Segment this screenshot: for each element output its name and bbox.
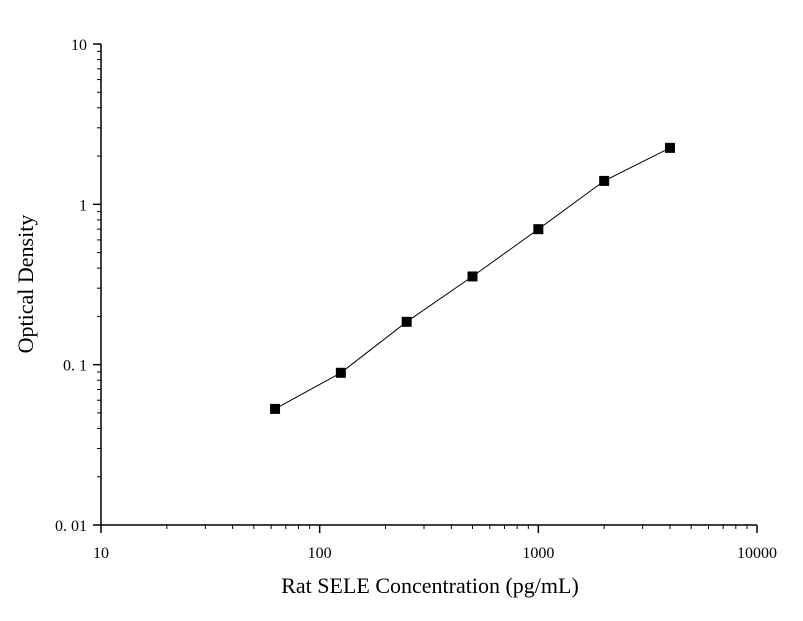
- y-tick-label: 0. 1: [63, 358, 87, 375]
- ticks: 10 100 1000 10000 0. 01 0. 1 1 10: [55, 37, 777, 562]
- data-point: [335, 367, 346, 378]
- axes: [100, 44, 757, 526]
- data-point: [533, 224, 544, 235]
- data-point: [401, 316, 412, 327]
- x-tick-label: 1000: [522, 545, 554, 562]
- data-point: [664, 142, 675, 153]
- data-point: [467, 271, 478, 282]
- data-point: [599, 175, 610, 186]
- x-axis-title: Rat SELE Concentration (pg/mL): [281, 573, 579, 598]
- y-tick-label: 10: [71, 37, 87, 54]
- y-tick-label: 1: [79, 197, 87, 214]
- y-tick-label: 0. 01: [55, 518, 87, 535]
- y-axis-title: Optical Density: [13, 215, 38, 354]
- x-tick-label: 100: [308, 545, 332, 562]
- data-points: [270, 142, 675, 414]
- data-point: [270, 403, 281, 414]
- x-tick-label: 10000: [737, 545, 777, 562]
- x-tick-label: 10: [93, 545, 109, 562]
